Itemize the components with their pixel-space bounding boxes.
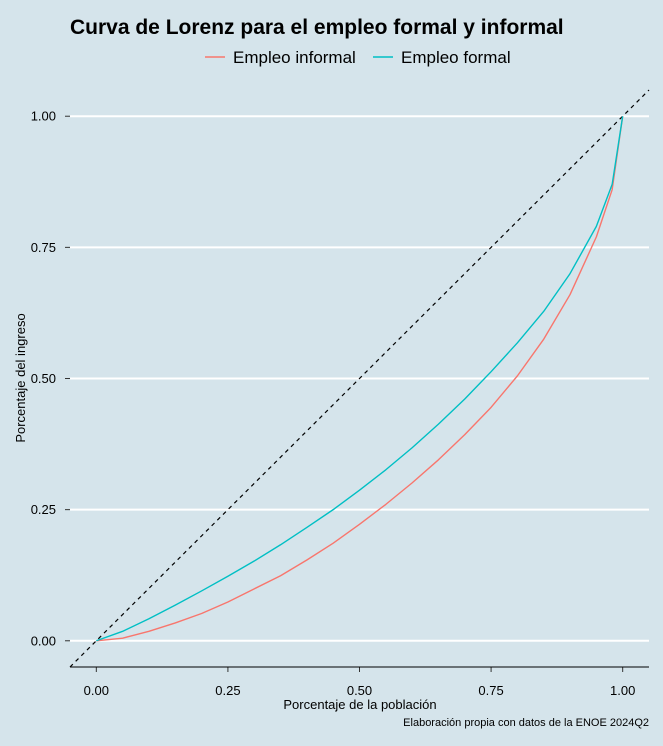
x-axis-ticks: 0.00 0.25 0.50 0.75 1.00	[84, 667, 635, 698]
series-line-1	[96, 116, 624, 642]
y-axis-title: Porcentaje del ingreso	[13, 313, 28, 442]
chart-title: Curva de Lorenz para el empleo formal y …	[70, 16, 564, 39]
y-tick-label: 0.25	[31, 502, 56, 517]
legend-label-formal: Empleo formal	[401, 48, 511, 67]
y-axis-ticks: 0.00 0.25 0.50 0.75 1.00	[31, 109, 70, 648]
series-line-0	[96, 116, 624, 642]
x-tick-label: 0.25	[215, 683, 240, 698]
y-tick-label: 1.00	[31, 109, 56, 124]
x-tick-label: 0.50	[347, 683, 372, 698]
x-tick-label: 0.00	[84, 683, 109, 698]
x-tick-label: 1.00	[610, 683, 635, 698]
x-axis-title: Porcentaje de la población	[283, 697, 436, 712]
equality-line	[69, 89, 650, 668]
y-tick-label: 0.00	[31, 633, 56, 648]
legend: Empleo informal Empleo formal	[205, 48, 511, 67]
chart-caption: Elaboración propia con datos de la ENOE …	[403, 717, 649, 729]
legend-label-informal: Empleo informal	[233, 48, 356, 67]
x-tick-label: 0.75	[478, 683, 503, 698]
y-tick-label: 0.75	[31, 240, 56, 255]
series-group	[96, 116, 624, 642]
y-tick-label: 0.50	[31, 371, 56, 386]
